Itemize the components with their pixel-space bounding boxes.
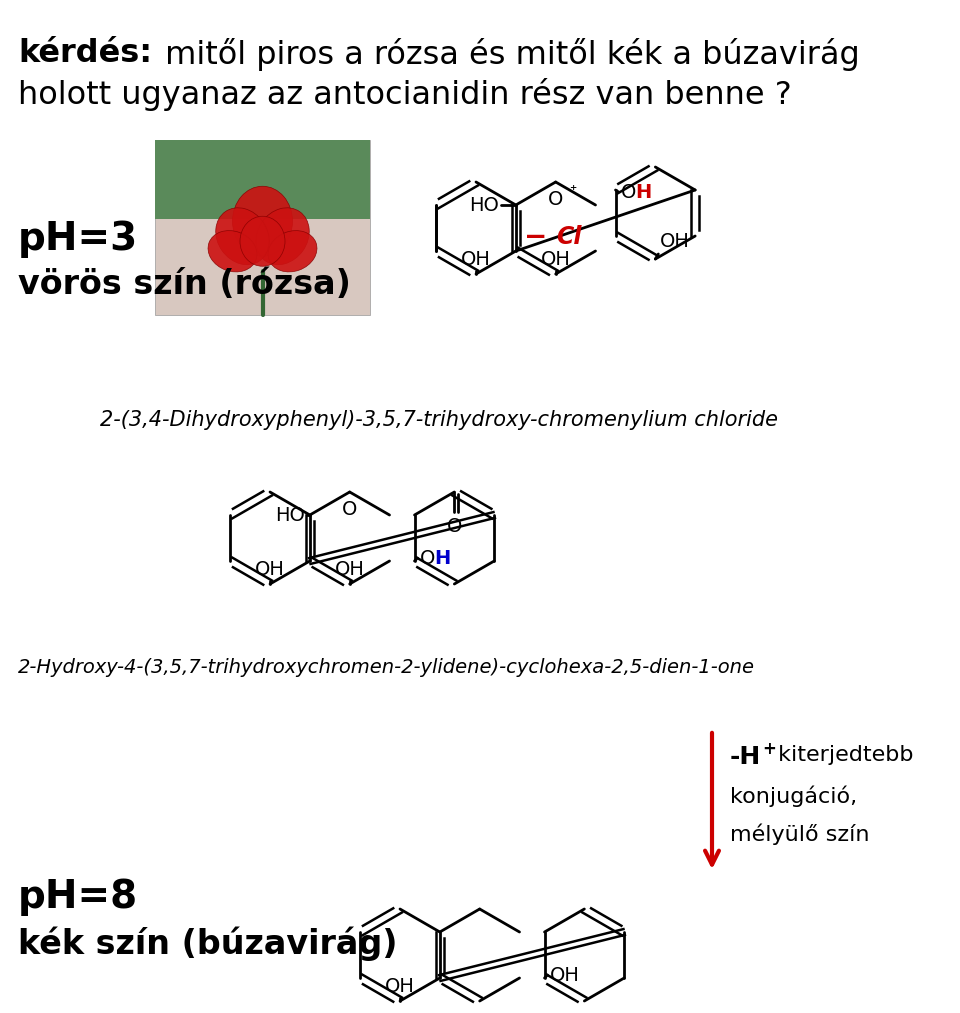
Text: OH: OH bbox=[549, 965, 580, 985]
Text: holott ugyanaz az antocianidin rész van benne ?: holott ugyanaz az antocianidin rész van … bbox=[18, 78, 792, 111]
Text: OH: OH bbox=[540, 250, 570, 269]
Ellipse shape bbox=[240, 216, 285, 266]
Text: pH=3: pH=3 bbox=[18, 220, 138, 258]
Text: -H: -H bbox=[730, 745, 761, 769]
Text: Cl: Cl bbox=[556, 225, 581, 249]
Text: mitől piros a rózsa és mitől kék a búzavirág: mitől piros a rózsa és mitől kék a búzav… bbox=[155, 38, 860, 71]
Text: HO: HO bbox=[275, 505, 305, 525]
Text: pH=8: pH=8 bbox=[18, 878, 138, 916]
Text: kiterjedtebb: kiterjedtebb bbox=[771, 745, 914, 765]
Text: 2-(3,4-Dihydroxyphenyl)-3,5,7-trihydroxy-chromenylium chloride: 2-(3,4-Dihydroxyphenyl)-3,5,7-trihydroxy… bbox=[100, 410, 778, 430]
Ellipse shape bbox=[255, 208, 309, 264]
Text: OH: OH bbox=[255, 560, 285, 579]
Text: O: O bbox=[342, 500, 357, 519]
Text: OH: OH bbox=[335, 560, 365, 579]
Text: O: O bbox=[620, 182, 636, 202]
Ellipse shape bbox=[268, 231, 317, 271]
Text: OH: OH bbox=[385, 977, 415, 996]
Text: H: H bbox=[435, 548, 451, 567]
Text: kék szín (búzavirág): kék szín (búzavirág) bbox=[18, 926, 397, 960]
Text: vörös szín (rózsa): vörös szín (rózsa) bbox=[18, 268, 350, 301]
Text: OH: OH bbox=[660, 232, 690, 251]
Text: 2-Hydroxy-4-(3,5,7-trihydroxychromen-2-ylidene)-cyclohexa-2,5-dien-1-one: 2-Hydroxy-4-(3,5,7-trihydroxychromen-2-y… bbox=[18, 658, 755, 677]
Text: kérdés:: kérdés: bbox=[18, 38, 152, 69]
Text: O: O bbox=[446, 517, 462, 536]
Text: HO: HO bbox=[469, 196, 499, 215]
Text: H: H bbox=[636, 182, 652, 202]
Ellipse shape bbox=[232, 186, 293, 256]
Text: ⁺: ⁺ bbox=[568, 184, 576, 198]
Ellipse shape bbox=[216, 208, 269, 264]
Text: konjugáció,: konjugáció, bbox=[730, 785, 857, 806]
Text: −: − bbox=[524, 223, 547, 251]
Text: mélyülő szín: mélyülő szín bbox=[730, 823, 870, 845]
Ellipse shape bbox=[208, 231, 257, 271]
Text: O: O bbox=[420, 548, 435, 567]
Bar bbox=[155, 140, 370, 219]
Text: OH: OH bbox=[461, 250, 491, 269]
Bar bbox=[155, 140, 370, 315]
Text: O: O bbox=[548, 190, 564, 209]
Text: +: + bbox=[762, 741, 776, 758]
